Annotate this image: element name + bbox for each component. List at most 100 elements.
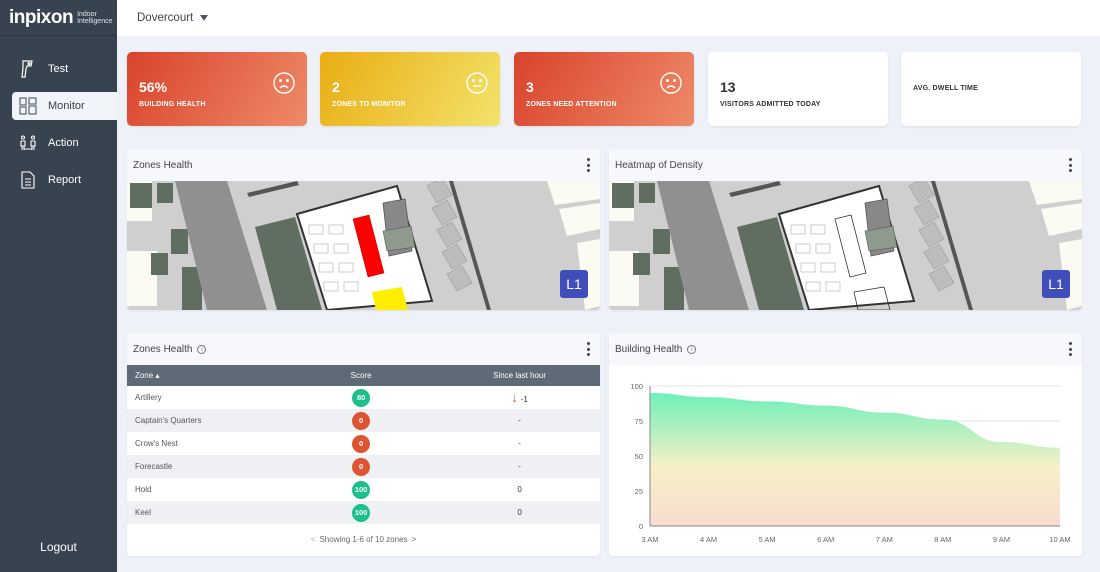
sidebar-item-label: Report (48, 174, 82, 186)
zones-health-map-panel: Zones Health L1 (127, 149, 600, 310)
kpi-label: ZONES TO MONITOR (332, 101, 406, 108)
logo-tagline: Indoor Intelligence (77, 11, 112, 25)
location-selector[interactable]: Dovercourt (137, 12, 209, 24)
floor-map[interactable] (127, 181, 600, 310)
kpi-card[interactable]: AVG. DWELL TIME (901, 52, 1081, 126)
building-health-chart: 0 25 50 75 100 3 AM 4 AM 5 AM 6 AM 7 AM 8 AM 9 AM 10… (630, 382, 1070, 544)
kpi-card[interactable]: 3 ZONES NEED ATTENTION (514, 52, 694, 126)
tagline-2: Intelligence (77, 17, 113, 25)
kpi-value: 3 (526, 79, 534, 95)
more-options-icon[interactable] (1068, 158, 1072, 172)
neutral-face-icon (466, 72, 488, 94)
change-value: -1 (520, 395, 528, 404)
x-tick-label: 7 AM (876, 535, 893, 544)
heatmap-panel: Heatmap of Density L1 (609, 149, 1082, 310)
column-header-change[interactable]: Since last hour (439, 365, 600, 386)
kpi-value: 2 (332, 79, 340, 95)
caret-down-icon (200, 15, 209, 21)
kpi-value: 13 (720, 79, 736, 95)
prev-page-button[interactable]: < (310, 535, 316, 544)
score-badge: 0 (352, 457, 371, 476)
score-badge: 100 (352, 503, 371, 522)
x-tick-label: 6 AM (817, 535, 834, 544)
x-tick-label: 3 AM (641, 535, 658, 544)
y-tick-label: 100 (630, 382, 643, 391)
kpi-label: VISITORS ADMITTED TODAY (720, 101, 821, 108)
panel-title: Building Health (615, 343, 683, 355)
pagination: < Showing 1-6 of 10 zones > (127, 535, 600, 544)
y-tick-label: 25 (635, 487, 643, 496)
table-row[interactable]: Artillery 80 ↓ -1 (127, 386, 600, 409)
kpi-card[interactable]: 56% BUILDING HEALTH (127, 52, 307, 126)
zone-name: Captain's Quarters (127, 409, 284, 432)
x-tick-label: 4 AM (700, 535, 717, 544)
floor-map[interactable] (609, 181, 1082, 310)
next-page-button[interactable]: > (411, 535, 417, 544)
dashboard-grid-icon (18, 96, 38, 116)
x-tick-label: 5 AM (759, 535, 776, 544)
zone-name: Artillery (135, 393, 162, 402)
more-options-icon[interactable] (1068, 342, 1072, 356)
score-badge: 0 (352, 434, 371, 453)
sidebar-item-monitor[interactable]: Monitor (12, 92, 117, 120)
sad-face-icon (273, 72, 295, 94)
more-options-icon[interactable] (586, 158, 590, 172)
y-tick-label: 75 (635, 417, 643, 426)
zone-name: Hold (135, 485, 152, 494)
floor-level-button[interactable]: L1 (560, 270, 588, 298)
area-series (650, 393, 1060, 526)
logout-button[interactable]: Logout (40, 540, 77, 554)
score-badge: 0 (352, 411, 371, 430)
logo[interactable]: inpixon Indoor Intelligence (0, 0, 117, 36)
table-row[interactable]: Keel 100 0 (127, 501, 600, 524)
column-header-zone[interactable]: Zone ▴ (127, 365, 284, 386)
kpi-value: 56% (139, 79, 168, 95)
more-options-icon[interactable] (586, 342, 590, 356)
zones-table: Zone ▴ Score Since last hour Artillery 80… (127, 365, 600, 524)
info-icon[interactable]: i (687, 344, 697, 354)
x-tick-label: 9 AM (993, 535, 1010, 544)
sidebar-item-label: Test (48, 63, 69, 75)
sidebar-item-test[interactable]: Test (12, 55, 117, 83)
y-tick-label: 0 (639, 522, 643, 531)
sidebar-item-label: Action (48, 137, 79, 149)
info-icon[interactable]: i (197, 344, 207, 354)
change-value: - (518, 462, 521, 471)
change-value: 0 (517, 508, 522, 517)
header: Dovercourt (117, 0, 1100, 36)
sidebar: inpixon Indoor Intelligence Test Monitor … (0, 0, 117, 572)
kpi-card[interactable]: 2 ZONES TO MONITOR (320, 52, 500, 126)
x-tick-label: 10 AM (1049, 535, 1070, 544)
score-badge: 100 (352, 480, 371, 499)
building-health-chart-panel: Building Health i 0 25 50 75 100 3 AM 4 AM 5 AM 6… (609, 333, 1082, 556)
tagline-1: Indoor (77, 10, 97, 18)
y-tick-label: 50 (635, 452, 643, 461)
table-row[interactable]: Crow's Nest 0 - (127, 432, 600, 455)
sad-face-icon (660, 72, 682, 94)
column-header-score[interactable]: Score (283, 365, 440, 386)
thermometer-gun-icon (18, 59, 38, 79)
score-badge: 80 (352, 388, 371, 407)
table-row[interactable]: Forecastle 0 - (127, 455, 600, 478)
zone-name: Crow's Nest (135, 439, 178, 448)
table-row[interactable]: Captain's Quarters 0 - (127, 409, 600, 432)
table-row[interactable]: Hold 100 0 (127, 478, 600, 501)
floor-level-button[interactable]: L1 (1042, 270, 1070, 298)
change-value: - (518, 439, 521, 448)
kpi-label: BUILDING HEALTH (139, 101, 206, 108)
sidebar-item-label: Monitor (48, 100, 85, 112)
panel-title: Zones Health (133, 159, 193, 171)
kpi-card[interactable]: 13 VISITORS ADMITTED TODAY (708, 52, 888, 126)
change-value: - (518, 416, 521, 425)
x-tick-label: 8 AM (934, 535, 951, 544)
zones-health-table-panel: Zones Health i Zone ▴ Score Since last ho… (127, 333, 600, 556)
kpi-label: AVG. DWELL TIME (913, 85, 978, 92)
logo-brand: inpixon (9, 6, 74, 28)
panel-title: Zones Health (133, 343, 193, 355)
sidebar-item-action[interactable]: Action (12, 129, 117, 157)
sidebar-item-report[interactable]: Report (12, 166, 117, 194)
zone-name: Keel (127, 501, 284, 524)
location-name: Dovercourt (137, 12, 194, 24)
panel-title: Heatmap of Density (615, 159, 703, 171)
pagination-label: Showing 1-6 of 10 zones (319, 535, 408, 544)
